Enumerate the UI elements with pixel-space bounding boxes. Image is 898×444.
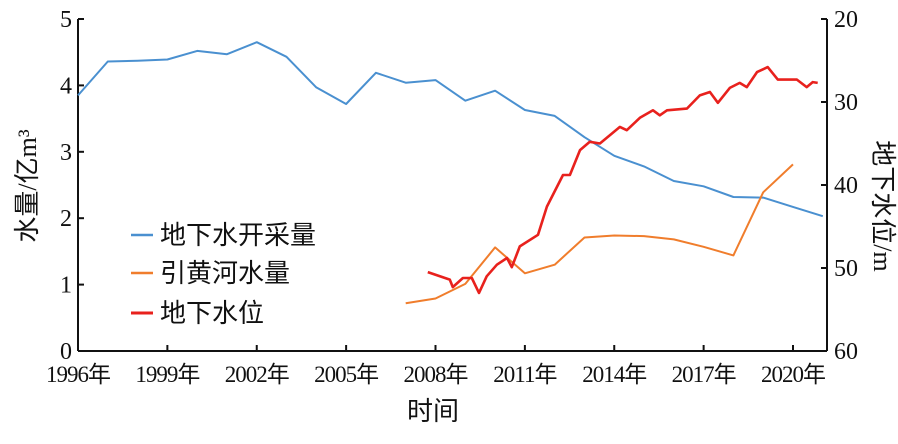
legend-label: 引黄河水量 bbox=[160, 259, 290, 288]
y-tick-label-right: 20 bbox=[834, 7, 858, 33]
y-tick-label-left: 3 bbox=[60, 140, 72, 166]
x-tick-label: 1999年 bbox=[135, 362, 199, 387]
x-tick-label: 1996年 bbox=[46, 362, 110, 387]
x-tick-label: 2017年 bbox=[672, 362, 736, 387]
x-tick-label: 2020年 bbox=[761, 362, 825, 387]
y-axis-label-right: 地下水位/m bbox=[868, 140, 897, 271]
series-line-0 bbox=[77, 41, 824, 218]
x-tick-label: 2008年 bbox=[404, 362, 468, 387]
y-tick-label-right: 40 bbox=[834, 173, 858, 199]
x-tick-label: 2011年 bbox=[493, 362, 556, 387]
series-line-2 bbox=[427, 65, 818, 295]
x-tick-label: 2002年 bbox=[225, 362, 289, 387]
y-axis-label-left: 水量/亿m³ bbox=[13, 129, 42, 242]
legend-item: 地下水位 bbox=[131, 299, 264, 328]
series-line-1 bbox=[405, 163, 794, 305]
legend-item: 引黄河水量 bbox=[131, 259, 290, 288]
legend-label: 地下水位 bbox=[160, 299, 264, 328]
x-tick-label: 2005年 bbox=[314, 362, 378, 387]
y-tick-label-left: 0 bbox=[60, 339, 72, 365]
axes: 0 1 2 3 4 5 20 30 40 50 60 1996年 1999年 2002年 2005年 2008… bbox=[46, 7, 858, 387]
y-tick-label-left: 4 bbox=[60, 73, 72, 99]
y-tick-label-right: 60 bbox=[834, 339, 858, 365]
legend-label: 地下水开采量 bbox=[160, 221, 316, 250]
y-tick-label-left: 1 bbox=[60, 273, 72, 299]
y-tick-label-right: 30 bbox=[834, 90, 858, 116]
y-tick-label-left: 5 bbox=[60, 7, 72, 33]
legend-item: 地下水开采量 bbox=[131, 221, 316, 250]
y-tick-label-right: 50 bbox=[834, 256, 858, 282]
x-tick-label: 2014年 bbox=[582, 362, 646, 387]
x-axis-label: 时间 bbox=[407, 397, 459, 426]
series-lines bbox=[77, 41, 824, 305]
y-tick-label-left: 2 bbox=[60, 206, 72, 232]
